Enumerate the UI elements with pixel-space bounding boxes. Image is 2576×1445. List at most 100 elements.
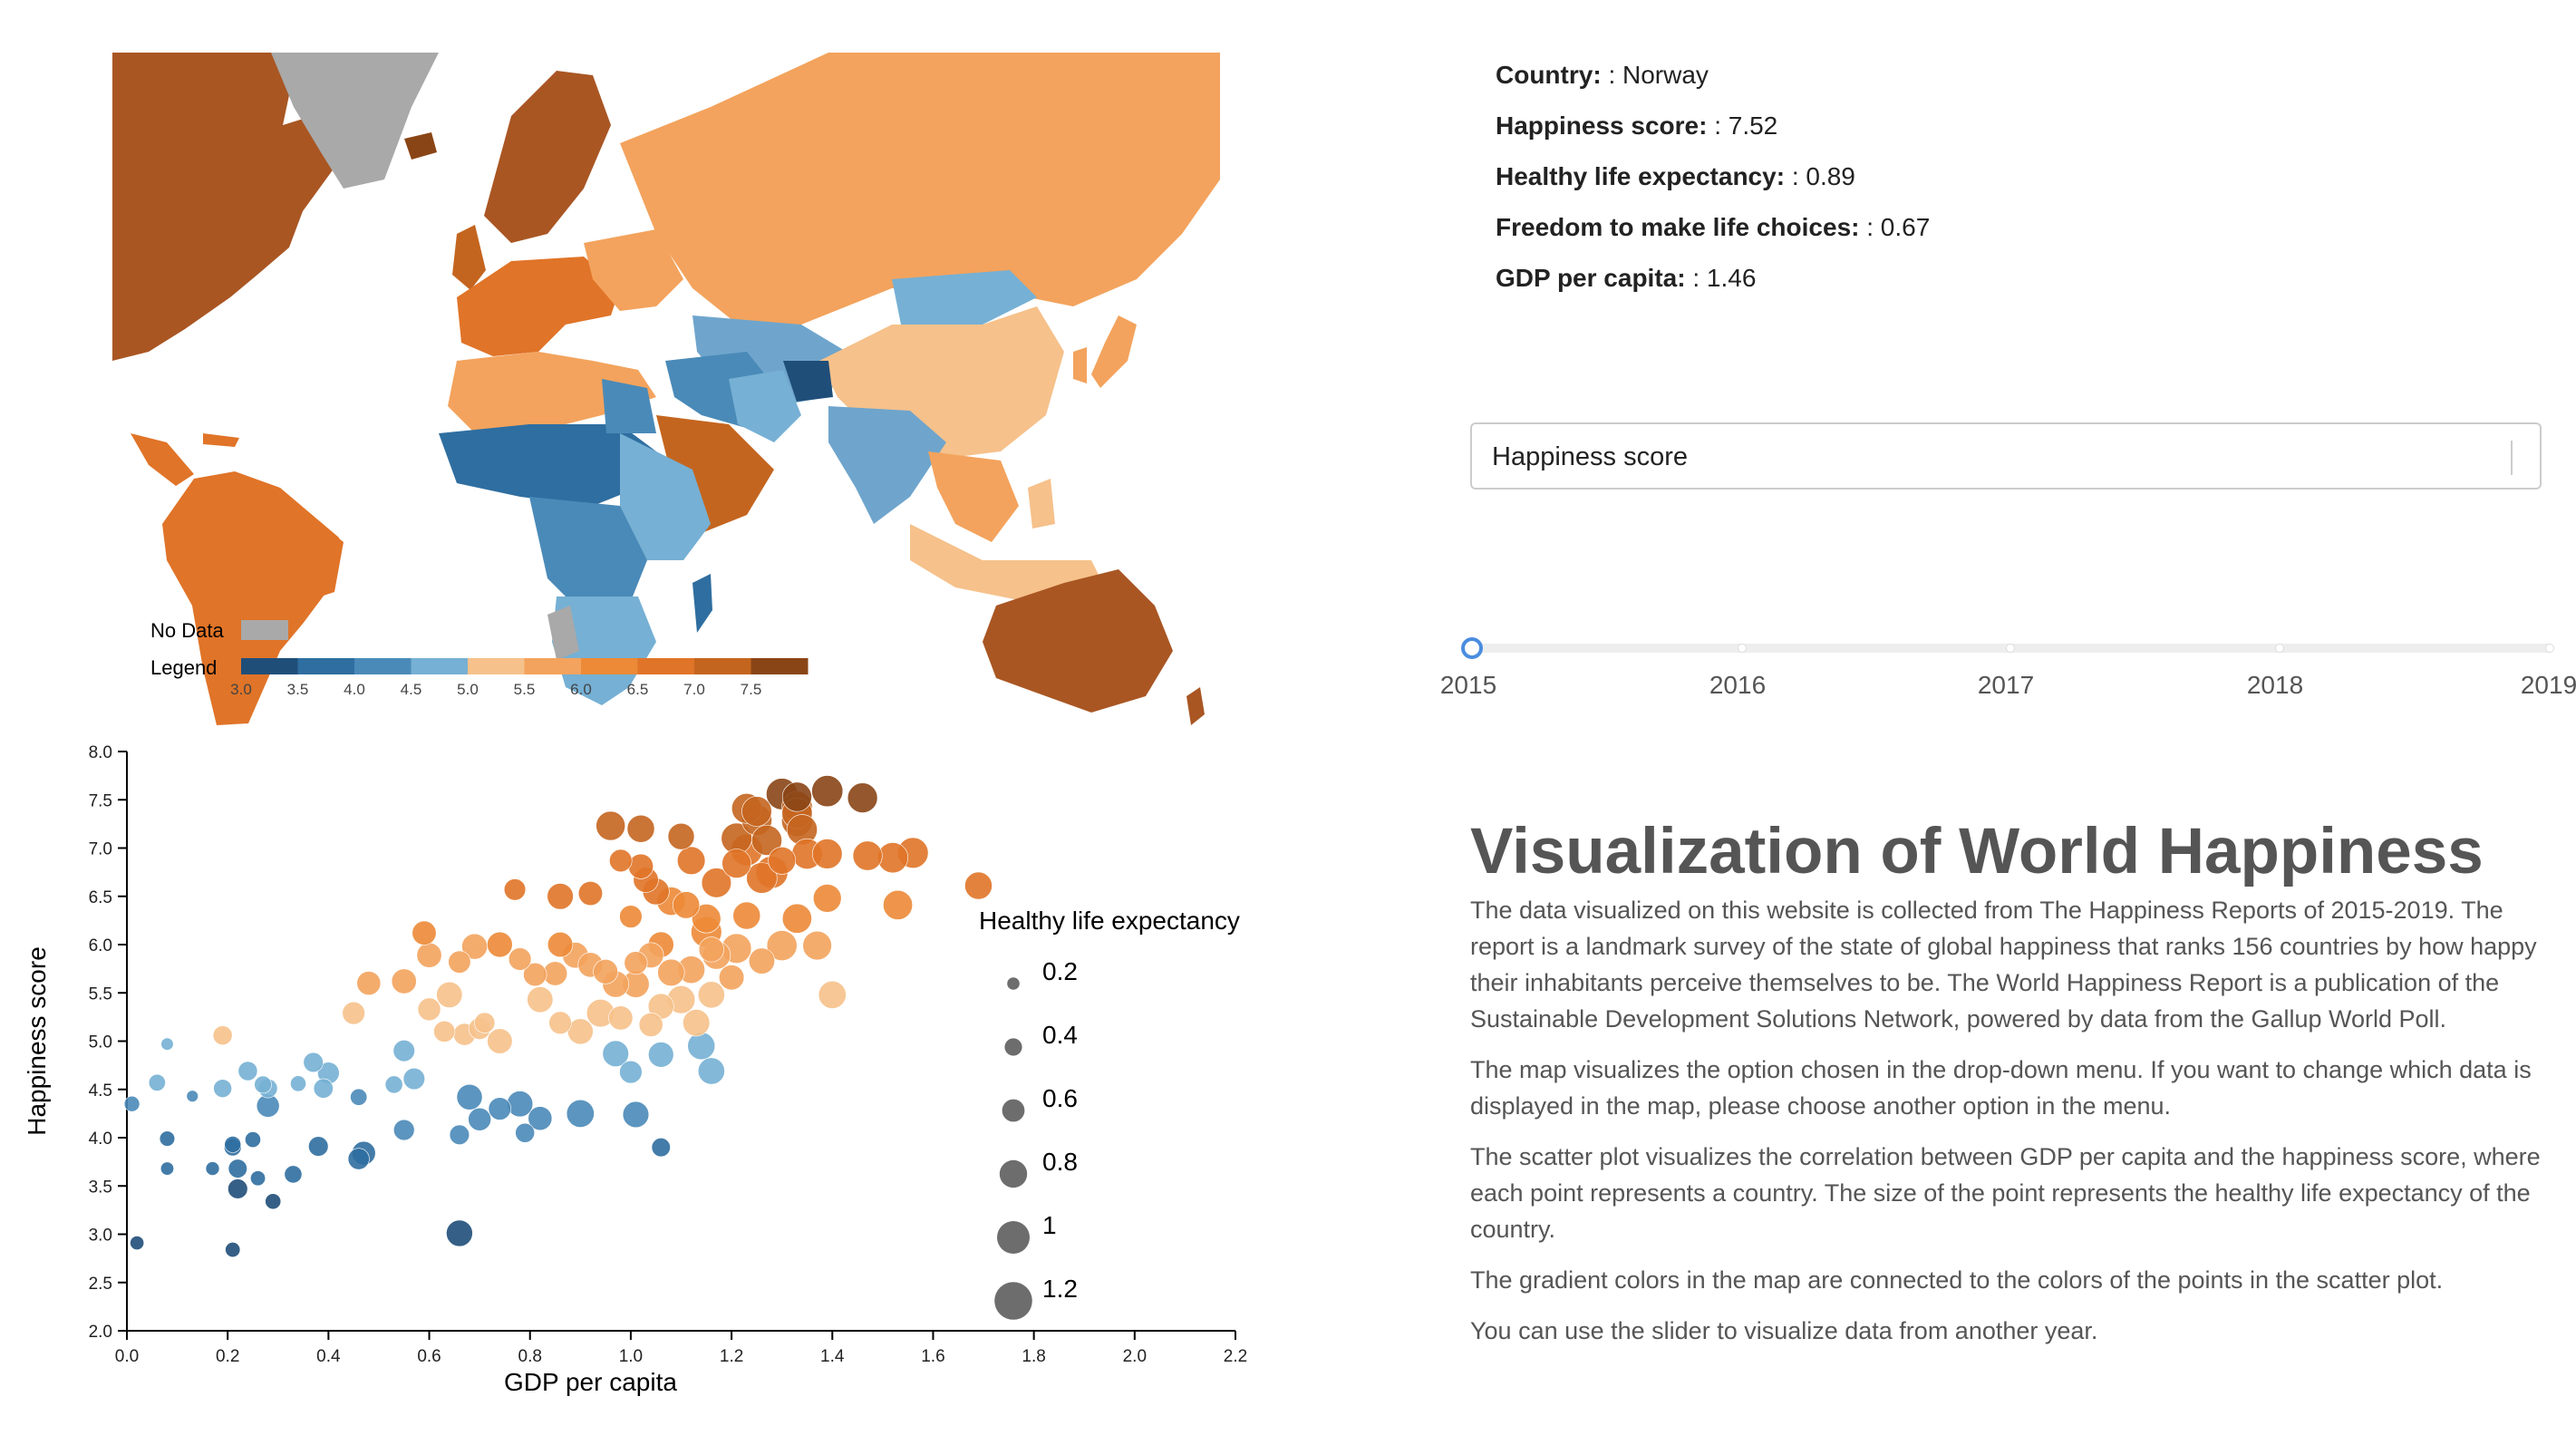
scatter-point[interactable]	[212, 1025, 233, 1045]
slider-dot-2016[interactable]	[1738, 644, 1747, 653]
scatter-point[interactable]	[676, 846, 706, 875]
scatter-point[interactable]	[468, 1107, 491, 1131]
scatter-point[interactable]	[356, 971, 382, 996]
scatter-point[interactable]	[308, 1136, 329, 1157]
scatter-point[interactable]	[667, 822, 695, 850]
scatter-point[interactable]	[350, 1088, 368, 1106]
scatter-point[interactable]	[254, 1075, 272, 1094]
region-western-europe[interactable]	[457, 257, 620, 356]
region-egypt[interactable]	[602, 379, 656, 433]
scatter-point[interactable]	[487, 1028, 513, 1054]
scatter-point[interactable]	[628, 853, 654, 879]
scatter-point[interactable]	[698, 936, 724, 963]
region-north-africa[interactable]	[448, 352, 656, 433]
scatter-point[interactable]	[622, 1101, 650, 1129]
scatter-point[interactable]	[303, 1052, 324, 1073]
region-southern-africa[interactable]	[552, 596, 656, 705]
scatter-point[interactable]	[186, 1090, 199, 1102]
scatter-point[interactable]	[448, 950, 471, 974]
scatter-point[interactable]	[417, 997, 441, 1022]
slider-label-2018[interactable]: 2018	[2246, 671, 2304, 699]
slider-dot-2019[interactable]	[2545, 644, 2554, 653]
scatter-point[interactable]	[265, 1193, 282, 1210]
scatter-point[interactable]	[619, 905, 643, 928]
scatter-point[interactable]	[228, 1159, 247, 1178]
scatter-point[interactable]	[547, 931, 574, 958]
slider-label-2017[interactable]: 2017	[1977, 671, 2035, 699]
slider-label-2016[interactable]: 2016	[1709, 671, 1767, 699]
scatter-point[interactable]	[964, 871, 993, 900]
scatter-point[interactable]	[609, 849, 633, 873]
scatter-point[interactable]	[392, 1040, 415, 1062]
scatter-point[interactable]	[160, 1037, 174, 1051]
scatter-point[interactable]	[746, 862, 778, 894]
scatter-point[interactable]	[245, 1131, 261, 1149]
region-afghanistan[interactable]	[783, 361, 833, 402]
scatter-point[interactable]	[474, 1012, 496, 1033]
scatter-point[interactable]	[527, 986, 554, 1013]
slider-dot-2017[interactable]	[2006, 644, 2015, 653]
slider-label-2019[interactable]: 2019	[2520, 671, 2576, 699]
scatter-point[interactable]	[697, 1057, 725, 1085]
scatter-point[interactable]	[225, 1242, 241, 1258]
scatter-point[interactable]	[577, 881, 603, 907]
region-australia[interactable]	[983, 569, 1173, 713]
region-greenland[interactable]	[271, 53, 439, 189]
scatter-point[interactable]	[638, 1012, 663, 1037]
scatter-point[interactable]	[384, 1075, 403, 1094]
scatter-point[interactable]	[449, 1124, 470, 1145]
region-caribbean[interactable]	[203, 433, 239, 447]
scatter-point[interactable]	[433, 1020, 456, 1043]
scatter-point[interactable]	[412, 920, 437, 946]
scatter-point[interactable]	[883, 889, 914, 920]
scatter-point[interactable]	[393, 1119, 415, 1141]
scatter-point[interactable]	[213, 1079, 232, 1099]
scatter-point[interactable]	[812, 884, 842, 913]
region-southeast-asia[interactable]	[928, 451, 1019, 542]
slider-handle[interactable]	[1461, 637, 1483, 659]
scatter-point[interactable]	[818, 980, 847, 1009]
scatter-point[interactable]	[402, 1067, 426, 1091]
scatter-point[interactable]	[602, 1040, 629, 1068]
variable-select[interactable]: Happiness score	[1470, 422, 2542, 490]
slider-dot-2018[interactable]	[2275, 644, 2284, 653]
scatter-point[interactable]	[687, 1032, 716, 1061]
region-korea[interactable]	[1073, 347, 1087, 383]
scatter-point[interactable]	[619, 1060, 643, 1084]
scatter-point[interactable]	[608, 1005, 634, 1031]
scatter-point[interactable]	[228, 1178, 248, 1199]
region-south-africa-nodata[interactable]	[547, 606, 579, 660]
year-slider[interactable]: 2015 2016 2017 2018 2019	[1440, 626, 2576, 716]
region-iran[interactable]	[729, 370, 801, 442]
scatter-point[interactable]	[766, 930, 798, 961]
scatter-point[interactable]	[802, 930, 832, 961]
scatter-point[interactable]	[701, 868, 732, 898]
region-mongolia[interactable]	[892, 270, 1037, 325]
scatter-point[interactable]	[313, 1078, 334, 1099]
scatter-point[interactable]	[342, 1001, 365, 1025]
scatter-point[interactable]	[672, 891, 701, 919]
scatter-point[interactable]	[250, 1170, 266, 1187]
scatter-point[interactable]	[159, 1130, 176, 1147]
scatter-point[interactable]	[741, 796, 772, 827]
choropleth-map[interactable]: No Data Legend 3.0 3.5 4.0 4.5 5.0 5.5 6.0 6.5 7…	[112, 53, 1220, 725]
region-sahel[interactable]	[439, 424, 656, 506]
scatter-point[interactable]	[624, 951, 648, 975]
scatter-point[interactable]	[697, 981, 725, 1009]
scatter-point[interactable]	[160, 1161, 174, 1176]
scatter-point[interactable]	[692, 904, 721, 934]
scatter-point[interactable]	[515, 1122, 536, 1143]
region-madagascar[interactable]	[692, 574, 712, 633]
scatter-point[interactable]	[148, 1073, 166, 1091]
scatter-point[interactable]	[224, 1136, 242, 1153]
scatter-point[interactable]	[456, 1083, 483, 1110]
region-eastern-europe[interactable]	[584, 229, 683, 311]
region-russia[interactable]	[620, 53, 1220, 325]
scatter-point[interactable]	[683, 1009, 711, 1037]
scatter-point[interactable]	[237, 1061, 258, 1081]
region-scandinavia[interactable]	[484, 71, 611, 243]
scatter-point[interactable]	[548, 1011, 572, 1034]
scatter-point[interactable]	[507, 1091, 534, 1118]
scatter-point[interactable]	[721, 849, 751, 878]
scatter-point[interactable]	[651, 1138, 671, 1158]
